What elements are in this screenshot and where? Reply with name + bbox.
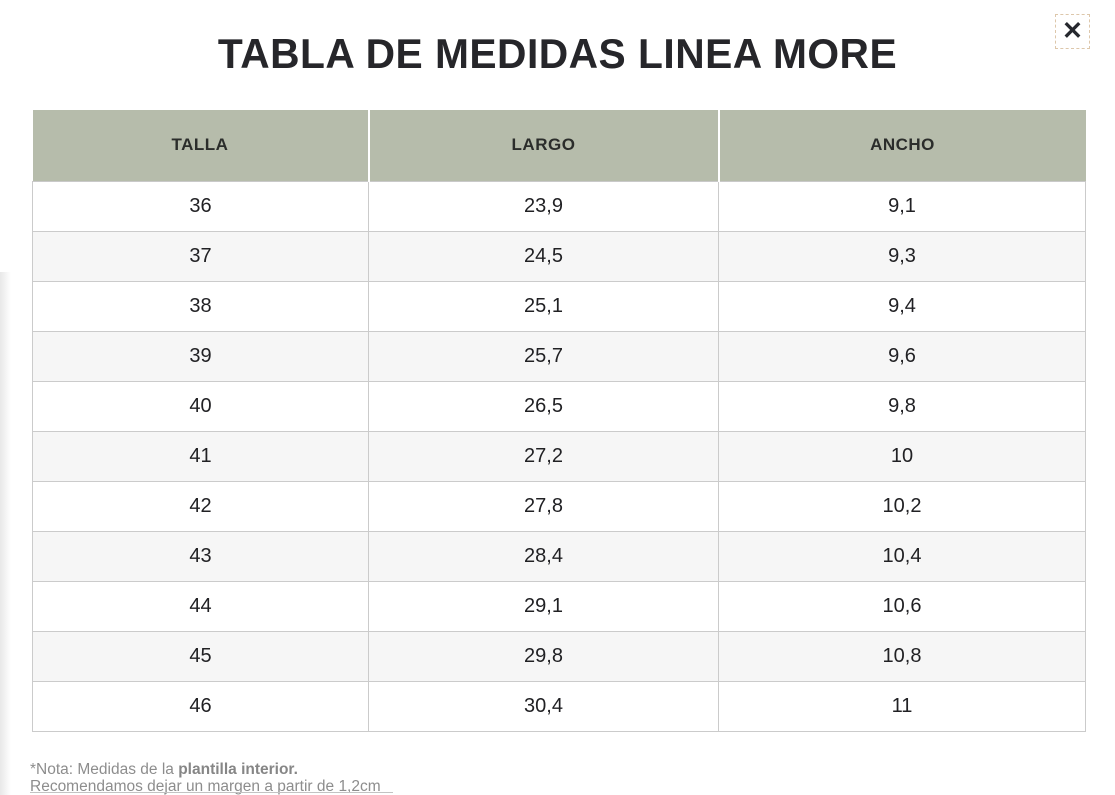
table-cell: 27,2 [368, 430, 719, 482]
table-cell: 9,4 [718, 280, 1086, 332]
table-row: 43 28,4 10,4 [32, 530, 1086, 582]
table-cell: 45 [32, 630, 369, 682]
table-cell: 36 [32, 180, 369, 232]
table-cell: 43 [32, 530, 369, 582]
table-row: 40 26,5 9,8 [32, 380, 1086, 432]
header-row: TALLA LARGO ANCHO [32, 110, 1086, 182]
table-row: 36 23,9 9,1 [32, 180, 1086, 232]
footnote: *Nota: Medidas de la plantilla interior.… [30, 761, 381, 795]
footnote-line1-bold: plantilla interior. [178, 761, 298, 778]
page-edge-shadow [0, 272, 11, 795]
column-header-ancho: ANCHO [717, 110, 1086, 182]
table-cell: 10,6 [718, 580, 1086, 632]
table-cell: 9,3 [718, 230, 1086, 282]
column-header-talla: TALLA [32, 110, 369, 182]
table-cell: 39 [32, 330, 369, 382]
table-cell: 10,4 [718, 530, 1086, 582]
table-row: 46 30,4 11 [32, 680, 1086, 732]
footnote-line2: Recomendamos dejar un margen a partir de… [30, 778, 381, 795]
table-cell: 37 [32, 230, 369, 282]
bottom-divider [30, 792, 393, 793]
footnote-line1-prefix: *Nota: Medidas de la [30, 761, 179, 778]
table-cell: 25,7 [368, 330, 719, 382]
table-cell: 9,6 [718, 330, 1086, 382]
table-row: 38 25,1 9,4 [32, 280, 1086, 332]
table-cell: 10 [718, 430, 1086, 482]
close-icon: ✕ [1062, 17, 1083, 45]
table-row: 37 24,5 9,3 [32, 230, 1086, 282]
close-button[interactable]: ✕ [1055, 14, 1090, 49]
table-cell: 25,1 [368, 280, 719, 332]
table-row: 44 29,1 10,6 [32, 580, 1086, 632]
table-cell: 44 [32, 580, 369, 632]
table-cell: 38 [32, 280, 369, 332]
table-cell: 10,2 [718, 480, 1086, 532]
size-table: TALLA LARGO ANCHO 36 23,9 9,1 37 24,5 9,3 38 25… [32, 110, 1086, 732]
table-cell: 46 [32, 680, 369, 732]
table-row: 39 25,7 9,6 [32, 330, 1086, 382]
table-cell: 29,1 [368, 580, 719, 632]
table-cell: 41 [32, 430, 369, 482]
table-row: 42 27,8 10,2 [32, 480, 1086, 532]
table-cell: 30,4 [368, 680, 719, 732]
column-header-largo: LARGO [367, 110, 719, 182]
table-cell: 9,1 [718, 180, 1086, 232]
table-cell: 9,8 [718, 380, 1086, 432]
table-cell: 28,4 [368, 530, 719, 582]
table-cell: 11 [718, 680, 1086, 732]
table-cell: 29,8 [368, 630, 719, 682]
table-cell: 42 [32, 480, 369, 532]
table-cell: 27,8 [368, 480, 719, 532]
table-cell: 26,5 [368, 380, 719, 432]
table-row: 41 27,2 10 [32, 430, 1086, 482]
table-cell: 24,5 [368, 230, 719, 282]
size-table-body: 36 23,9 9,1 37 24,5 9,3 38 25,1 9,4 39 25,7 9,6 40 26… [32, 180, 1086, 732]
table-row: 45 29,8 10,8 [32, 630, 1086, 682]
size-table-header: TALLA LARGO ANCHO [32, 110, 1086, 182]
page-title: TABLA DE MEDIDAS LINEA MORE [217, 30, 898, 77]
table-cell: 23,9 [368, 180, 719, 232]
table-cell: 10,8 [718, 630, 1086, 682]
table-cell: 40 [32, 380, 369, 432]
